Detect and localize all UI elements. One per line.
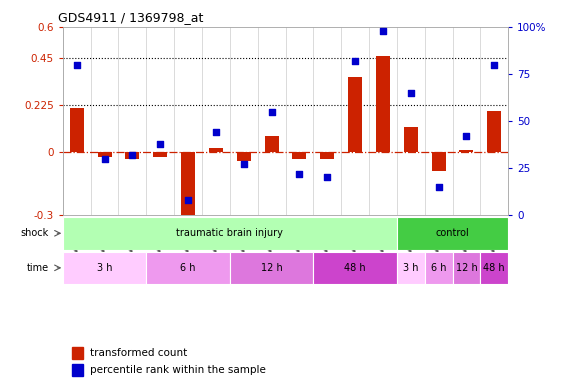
Bar [126, 152, 139, 159]
Bar [313, 252, 397, 284]
Bar [460, 150, 473, 152]
Bar [98, 152, 111, 157]
Bar [404, 127, 418, 152]
Point [462, 133, 471, 139]
Bar [181, 152, 195, 221]
Bar [452, 252, 480, 284]
Text: 3 h: 3 h [97, 263, 112, 273]
Point [351, 58, 360, 64]
Bar [397, 217, 508, 250]
Point [183, 197, 192, 203]
Bar [292, 152, 307, 159]
Point [72, 61, 81, 68]
Text: traumatic brain injury: traumatic brain injury [176, 228, 283, 238]
Bar [320, 152, 334, 159]
Point [128, 152, 137, 158]
Point [434, 184, 443, 190]
Text: 3 h: 3 h [403, 263, 419, 273]
Point [211, 129, 220, 135]
Bar [146, 252, 230, 284]
Bar [63, 252, 146, 284]
Bar [425, 252, 452, 284]
Point [100, 156, 109, 162]
Bar [63, 217, 397, 250]
Text: 48 h: 48 h [344, 263, 366, 273]
Bar [72, 364, 83, 376]
Text: GDS4911 / 1369798_at: GDS4911 / 1369798_at [58, 11, 204, 24]
Text: 12 h: 12 h [456, 263, 477, 273]
Bar [70, 108, 84, 152]
Point [239, 161, 248, 167]
Bar [376, 56, 390, 152]
Point [490, 61, 499, 68]
Bar [432, 152, 445, 171]
Text: 6 h: 6 h [431, 263, 447, 273]
Point [323, 174, 332, 180]
Bar [348, 77, 362, 152]
Text: transformed count: transformed count [90, 348, 187, 358]
Bar [480, 252, 508, 284]
Point [267, 108, 276, 114]
Point [295, 170, 304, 177]
Text: 12 h: 12 h [261, 263, 283, 273]
Text: shock: shock [21, 228, 49, 238]
Point [379, 28, 388, 34]
Bar [487, 111, 501, 152]
Text: percentile rank within the sample: percentile rank within the sample [90, 365, 266, 375]
Bar [72, 347, 83, 359]
Point [156, 141, 165, 147]
Text: 48 h: 48 h [484, 263, 505, 273]
Bar [209, 148, 223, 152]
Text: time: time [27, 263, 49, 273]
Text: control: control [436, 228, 469, 238]
Bar [230, 252, 313, 284]
Bar [153, 152, 167, 157]
Bar [264, 136, 279, 152]
Bar [397, 252, 425, 284]
Text: 6 h: 6 h [180, 263, 196, 273]
Point [406, 89, 415, 96]
Bar [237, 152, 251, 161]
